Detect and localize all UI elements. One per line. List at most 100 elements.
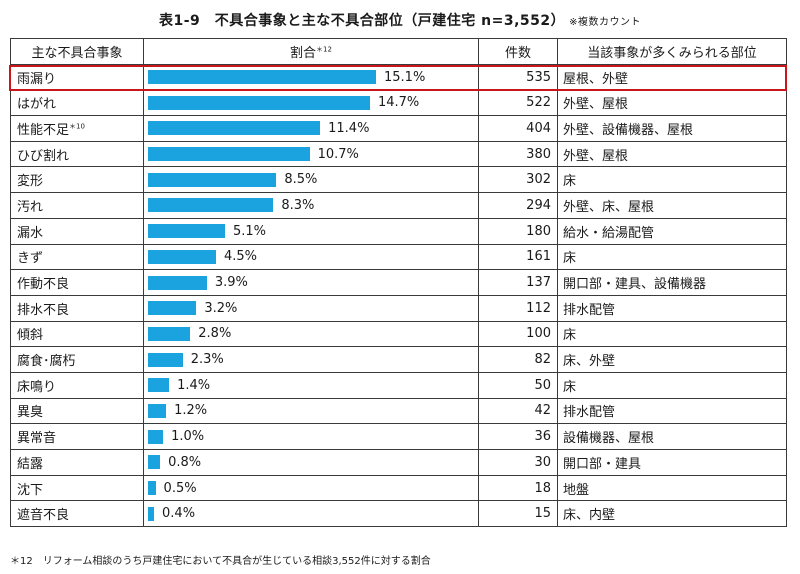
table-row: 排水不良 3.2% 112 排水配管 [10, 294, 787, 322]
event-cell: 漏水 [10, 217, 144, 245]
bar [148, 301, 197, 316]
table-row: 漏水 5.1% 180 給水・給湯配管 [10, 217, 787, 245]
bar [148, 378, 170, 393]
count-cell: 302 [478, 166, 558, 194]
table-row: 汚れ 8.3% 294 外壁、床、屋根 [10, 192, 787, 219]
table-row: 遮音不良 0.4% 15 床、内壁 [10, 500, 787, 528]
table-row: 異臭 1.2% 42 排水配管 [10, 397, 787, 425]
parts-cell: 床、内壁 [557, 500, 787, 528]
event-label: 汚れ [17, 199, 44, 215]
count-cell: 522 [478, 89, 558, 117]
count-cell: 30 [478, 449, 558, 476]
count-cell: 36 [478, 423, 558, 450]
ratio-cell: 8.3% [143, 192, 479, 219]
ratio-cell: 3.2% [143, 294, 479, 322]
bar-value-label: 4.5% [223, 249, 257, 265]
table-row: きず 4.5% 161 床 [10, 243, 787, 271]
parts-cell: 屋根、外壁 [557, 63, 787, 91]
event-mark: ＊10 [69, 122, 85, 131]
count-cell: 535 [478, 63, 558, 91]
bar [148, 249, 216, 264]
ratio-cell: 0.5% [143, 474, 479, 502]
event-label: 結露 [17, 456, 44, 472]
event-label: 腐食･腐朽 [17, 354, 76, 370]
header-count: 件数 [478, 38, 558, 65]
ratio-cell: 11.4% [143, 115, 479, 142]
ratio-cell: 14.7% [143, 89, 479, 117]
header-ratio-label: 割合 [290, 45, 317, 61]
table-row: 性能不足＊10 11.4% 404 外壁、設備機器、屋根 [10, 115, 787, 142]
event-label: 雨漏り [17, 71, 57, 87]
footnote: ＊12 リフォーム相談のうち戸建住宅において不具合が生じている相談3,552件に… [10, 556, 431, 567]
event-label: 遮音不良 [17, 508, 70, 524]
event-cell: 結露 [10, 449, 144, 476]
event-cell: ひび割れ [10, 140, 144, 168]
bar [148, 147, 310, 162]
header-parts: 当該事象が多くみられる部位 [557, 38, 787, 65]
ratio-cell: 2.8% [143, 320, 479, 348]
header-ratio: 割合＊12 [143, 38, 479, 65]
bar [148, 224, 225, 239]
ratio-cell: 15.1% [143, 63, 479, 91]
event-label: 漏水 [17, 225, 44, 241]
bar-value-label: 2.8% [198, 326, 232, 342]
table-row: 雨漏り 15.1% 535 屋根、外壁 [10, 63, 787, 91]
count-cell: 50 [478, 371, 558, 399]
event-cell: 沈下 [10, 474, 144, 502]
event-cell: 排水不良 [10, 294, 144, 322]
table-title: 表1-9 不具合事象と主な不具合部位（戸建住宅 n=3,552） [158, 13, 566, 29]
event-cell: 遮音不良 [10, 500, 144, 528]
bar [148, 352, 183, 367]
parts-cell: 床 [557, 320, 787, 348]
parts-cell: 開口部・建具、設備機器 [557, 269, 787, 296]
parts-cell: 床 [557, 243, 787, 271]
bar [148, 481, 156, 496]
count-cell: 294 [478, 192, 558, 219]
bar-value-label: 14.7% [377, 95, 420, 111]
header-event: 主な不具合事象 [10, 38, 144, 65]
bar-value-label: 10.7% [317, 146, 359, 162]
count-cell: 82 [478, 346, 558, 373]
bar [148, 70, 376, 85]
bar-value-label: 11.4% [328, 120, 370, 136]
bar [148, 429, 164, 444]
event-cell: 異常音 [10, 423, 144, 450]
bar-value-label: 1.0% [171, 429, 205, 445]
table-row: 結露 0.8% 30 開口部・建具 [10, 449, 787, 476]
table-row: 異常音 1.0% 36 設備機器、屋根 [10, 423, 787, 450]
bar-value-label: 3.9% [214, 275, 248, 291]
table-row: 作動不良 3.9% 137 開口部・建具、設備機器 [10, 269, 787, 296]
count-cell: 112 [478, 294, 558, 322]
event-label: 変形 [17, 174, 44, 190]
ratio-cell: 0.8% [143, 449, 479, 476]
parts-cell: 開口部・建具 [557, 449, 787, 476]
bar-value-label: 0.8% [168, 454, 202, 470]
count-cell: 42 [478, 397, 558, 425]
event-cell: 腐食･腐朽 [10, 346, 144, 373]
event-cell: 汚れ [10, 192, 144, 219]
table-row: はがれ 14.7% 522 外壁、屋根 [10, 89, 787, 117]
event-cell: きず [10, 243, 144, 271]
event-label: はがれ [17, 97, 57, 113]
event-label: 作動不良 [17, 277, 70, 293]
table-row: 腐食･腐朽 2.3% 82 床、外壁 [10, 346, 787, 373]
bar [148, 121, 321, 136]
event-cell: はがれ [10, 89, 144, 117]
parts-cell: 床 [557, 371, 787, 399]
ratio-cell: 0.4% [143, 500, 479, 528]
table-row: ひび割れ 10.7% 380 外壁、屋根 [10, 140, 787, 168]
table-row: 床鳴り 1.4% 50 床 [10, 371, 787, 399]
bar [148, 326, 191, 341]
bar [148, 455, 161, 470]
parts-cell: 排水配管 [557, 294, 787, 322]
event-cell: 異臭 [10, 397, 144, 425]
parts-cell: 設備機器、屋根 [557, 423, 787, 450]
ratio-cell: 3.9% [143, 269, 479, 296]
count-cell: 404 [478, 115, 558, 142]
parts-cell: 給水・給湯配管 [557, 217, 787, 245]
header-row: 主な不具合事象 割合＊12 件数 当該事象が多くみられる部位 [10, 38, 787, 65]
ratio-cell: 5.1% [143, 217, 479, 245]
event-label: 床鳴り [17, 379, 57, 395]
parts-cell: 床、外壁 [557, 346, 787, 373]
event-label: きず [17, 251, 44, 267]
